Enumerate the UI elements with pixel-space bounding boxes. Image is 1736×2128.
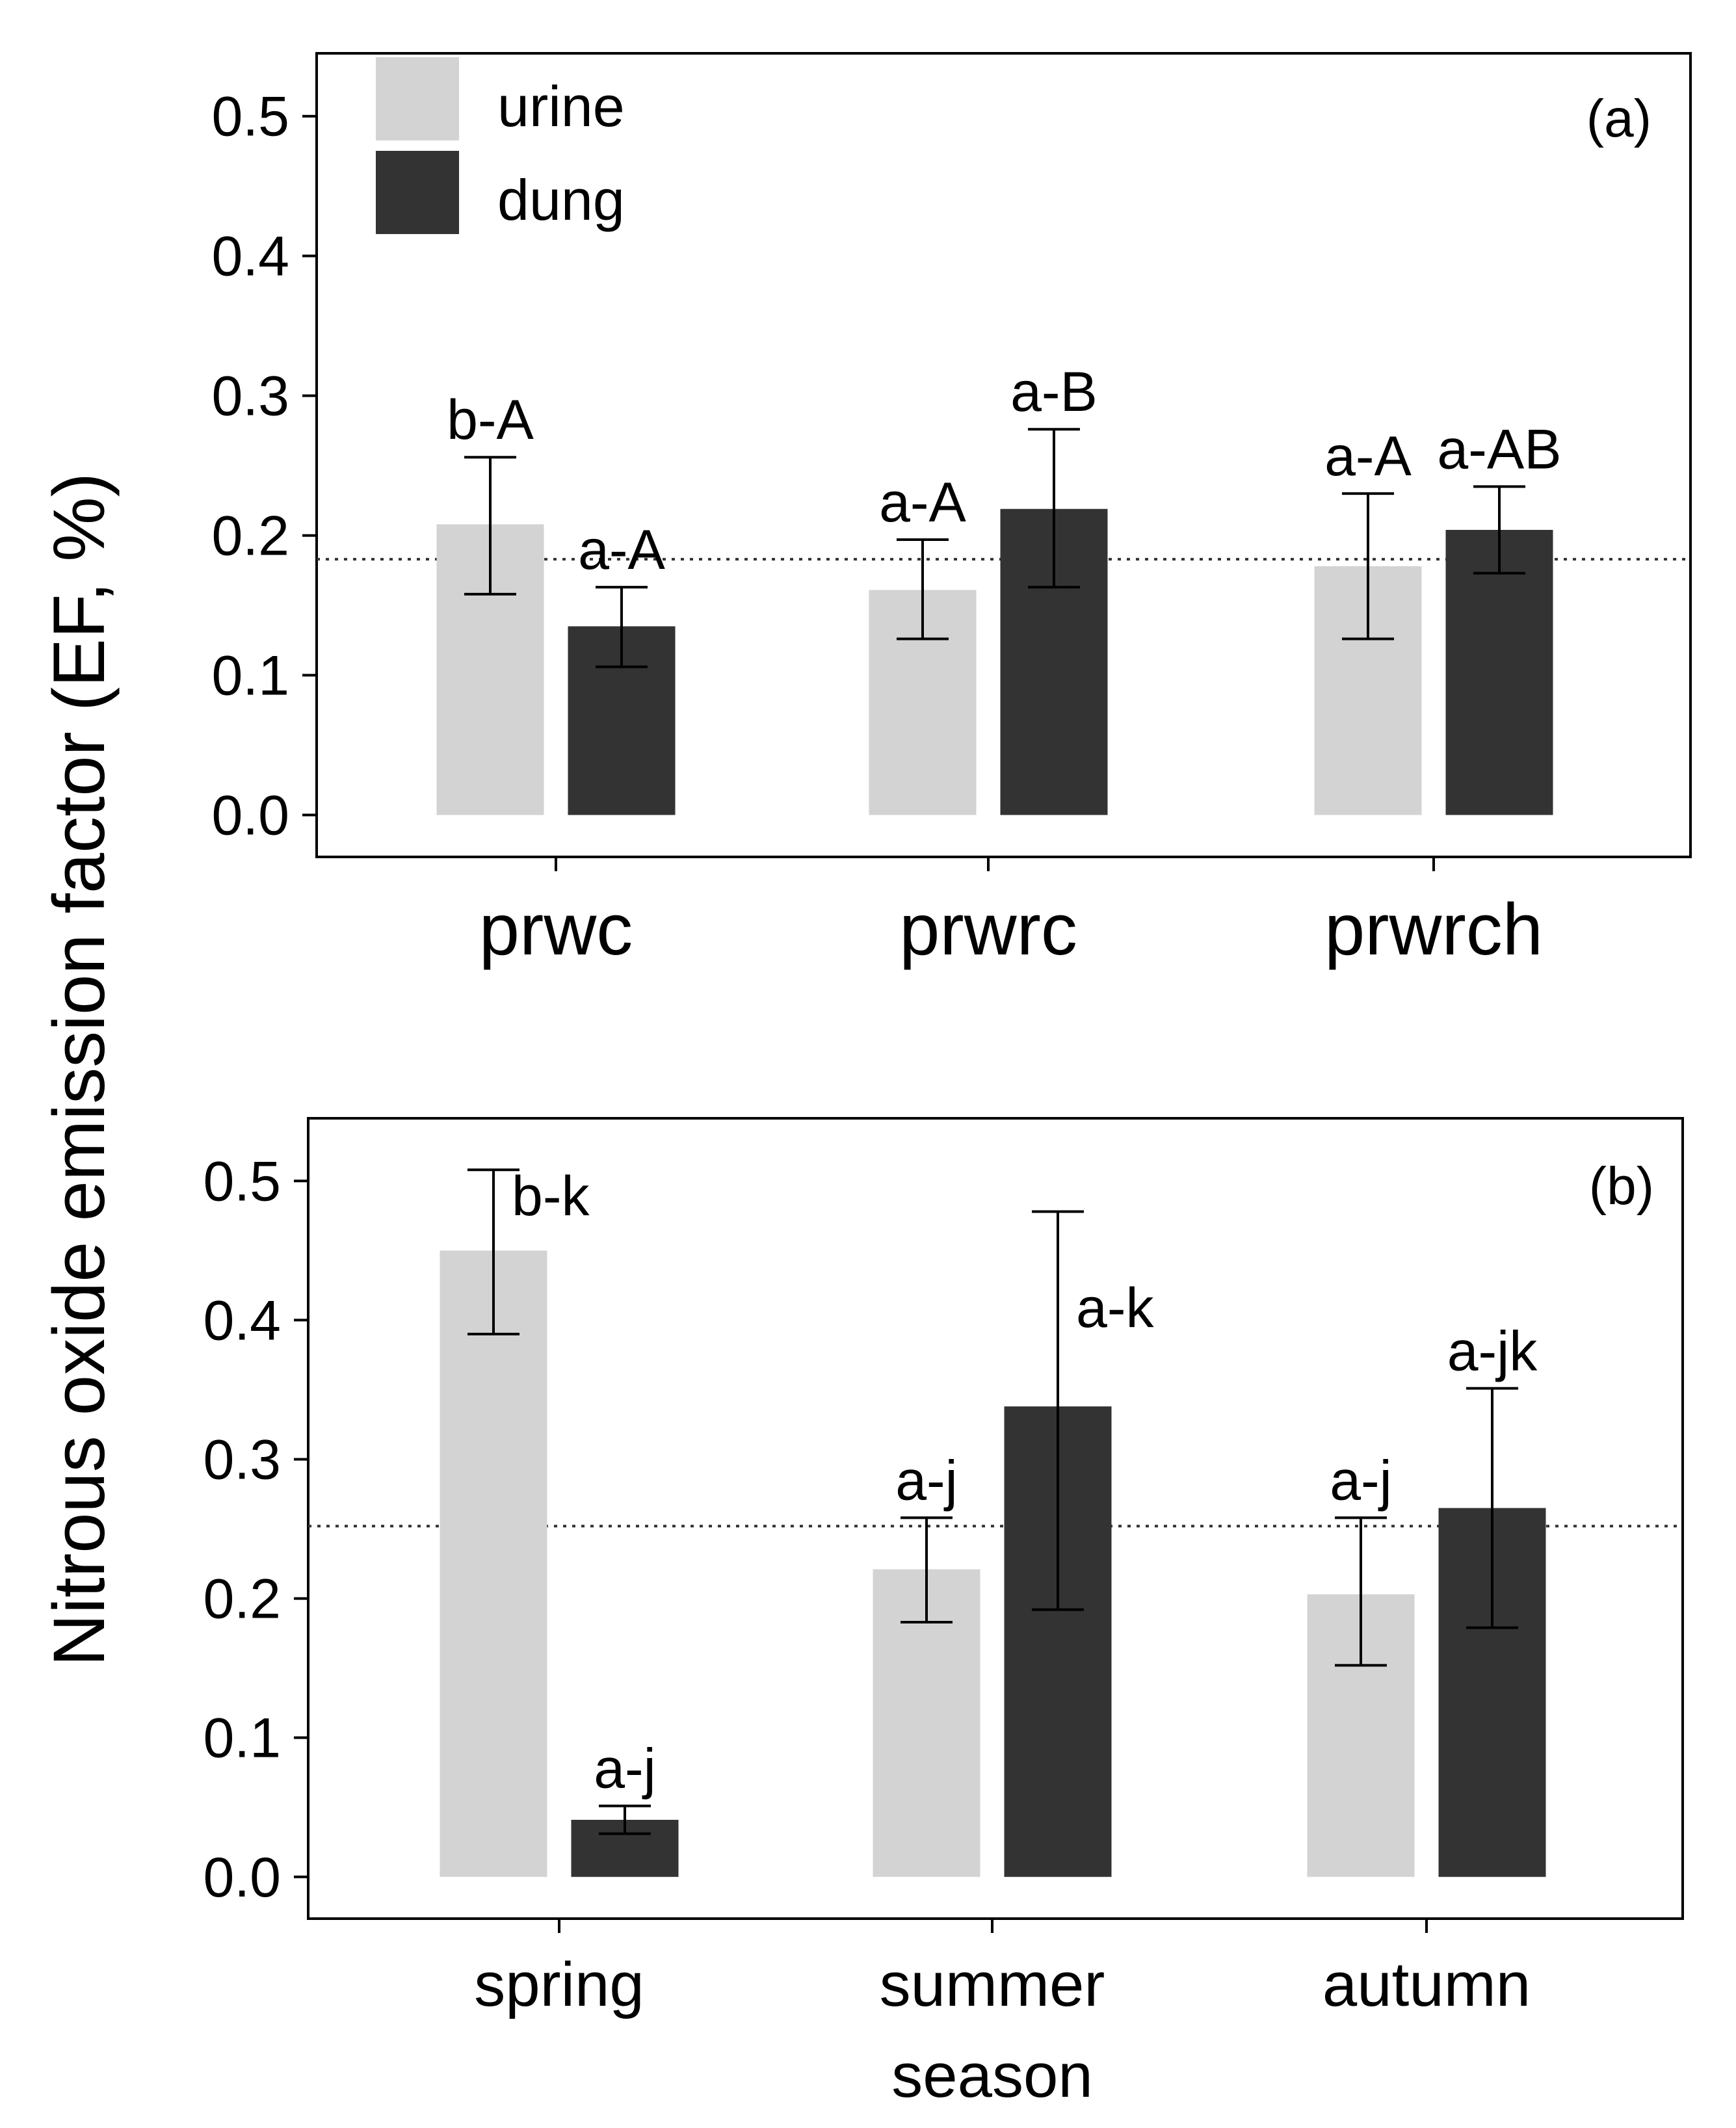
y-tick-label: 0.1 (203, 1707, 281, 1770)
bar-label-urine-prwc: b-A (447, 389, 534, 451)
y-tick-label: 0.5 (203, 1150, 281, 1213)
y-tick-label: 0.1 (211, 645, 289, 707)
y-tick-label: 0.3 (211, 365, 289, 428)
x-tick-label-prwrc: prwrc (899, 889, 1077, 970)
bar-label-dung-summer: a-k (1076, 1277, 1154, 1339)
bar-dung-prwrch (1445, 530, 1553, 815)
legend-label-dung: dung (497, 168, 625, 232)
y-tick-label: 0.5 (211, 86, 289, 148)
bar-label-urine-spring: b-k (512, 1165, 590, 1228)
legend: urine dung (376, 57, 625, 234)
panel-tag: (b) (1589, 1157, 1654, 1216)
bar-label-dung-autumn: a-jk (1447, 1320, 1538, 1382)
y-tick-label: 0.0 (203, 1846, 281, 1909)
plot-frame (307, 1117, 1684, 1920)
bar-label-dung-spring: a-j (594, 1738, 656, 1800)
y-tick-label: 0.4 (211, 226, 289, 288)
plot-frame (315, 52, 1692, 858)
bar-label-dung-prwrc: a-B (1010, 361, 1098, 423)
y-tick-label: 0.2 (203, 1568, 281, 1631)
x-axis-title: season (891, 2041, 1093, 2110)
legend-label-urine: urine (497, 74, 625, 138)
y-tick-label: 0.4 (203, 1289, 281, 1352)
bar-label-urine-autumn: a-j (1330, 1449, 1392, 1512)
x-tick-label-spring: spring (474, 1950, 644, 2019)
bar-label-dung-prwrch: a-AB (1437, 418, 1561, 480)
y-tick-label: 0.0 (211, 785, 289, 847)
y-tick-label: 0.3 (203, 1429, 281, 1491)
x-tick-label-autumn: autumn (1322, 1950, 1531, 2019)
panel-b-chart: 0.0 0.1 0.2 0.3 0.4 0.5 spring b-k a-j summer a-j a… (203, 1117, 1684, 2110)
bar-label-urine-prwrch: a-A (1324, 425, 1412, 488)
legend-swatch-urine (376, 57, 459, 140)
panel-tag: (a) (1586, 89, 1651, 148)
bar-label-dung-prwc: a-A (578, 519, 665, 581)
x-tick-label-prwrch: prwrch (1324, 889, 1543, 970)
x-tick-label-summer: summer (880, 1950, 1105, 2019)
y-tick-label: 0.2 (211, 505, 289, 568)
legend-swatch-dung (376, 151, 459, 234)
panel-a-chart: 0.0 0.1 0.2 0.3 0.4 0.5 prwc b-A a-A prwrc a-A a-B p… (211, 52, 1692, 970)
bar-label-urine-prwrc: a-A (879, 471, 966, 534)
y-axis-label: Nitrous oxide emission factor (EF, %) (38, 473, 120, 1666)
x-tick-label-prwc: prwc (479, 889, 633, 970)
bar-urine-spring (440, 1250, 547, 1877)
bar-label-urine-summer: a-j (895, 1449, 958, 1512)
